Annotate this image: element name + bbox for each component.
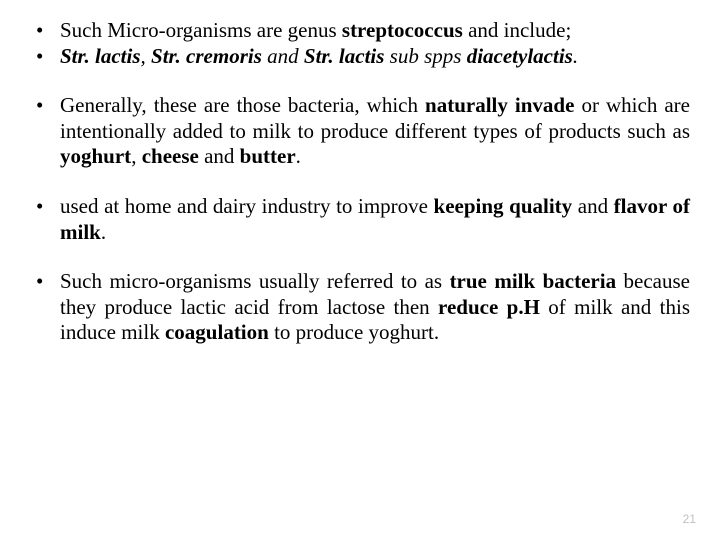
- bullet-5-b2: reduce p.H: [438, 295, 540, 319]
- bullet-3-b3: cheese: [142, 144, 199, 168]
- bullet-5-p4: to produce yoghurt.: [269, 320, 439, 344]
- bullet-2-end: .: [573, 44, 578, 68]
- bullet-5-b1: true milk bacteria: [450, 269, 617, 293]
- bullet-3-c1: ,: [131, 144, 142, 168]
- bullet-list: Such Micro-organisms are genus streptoco…: [30, 18, 690, 346]
- page-number: 21: [683, 512, 696, 526]
- bullet-4-b1: keeping quality: [434, 194, 573, 218]
- bullet-1-text-1: Such Micro-organisms are genus: [60, 18, 342, 42]
- bullet-2-c3: sub spps: [384, 44, 466, 68]
- bullet-3-p3: and: [199, 144, 240, 168]
- bullet-2-c1: ,: [141, 44, 152, 68]
- bullet-1-text-2: and include;: [463, 18, 571, 42]
- bullet-2: Str. lactis, Str. cremoris and Str. lact…: [30, 44, 690, 70]
- bullet-5-p1: Such micro-organisms usually referred to…: [60, 269, 450, 293]
- bullet-4: used at home and dairy industry to impro…: [30, 194, 690, 245]
- bullet-4-p2: and: [572, 194, 613, 218]
- bullet-5-b3: coagulation: [165, 320, 269, 344]
- bullet-3-p1: Generally, these are those bacteria, whi…: [60, 93, 425, 117]
- bullet-3-b4: butter: [240, 144, 296, 168]
- bullet-3: Generally, these are those bacteria, whi…: [30, 93, 690, 170]
- bullet-4-p1: used at home and dairy industry to impro…: [60, 194, 434, 218]
- bullet-2-sp2: Str. cremoris: [151, 44, 262, 68]
- slide: Such Micro-organisms are genus streptoco…: [0, 0, 720, 540]
- bullet-1-bold: streptococcus: [342, 18, 463, 42]
- bullet-2-sp3: Str. lactis: [304, 44, 385, 68]
- bullet-4-end: .: [101, 220, 106, 244]
- bullet-3-end: .: [296, 144, 301, 168]
- bullet-1: Such Micro-organisms are genus streptoco…: [30, 18, 690, 44]
- bullet-2-sp4: diacetylactis: [467, 44, 573, 68]
- bullet-3-b1: naturally invade: [425, 93, 574, 117]
- bullet-2-c2: and: [262, 44, 304, 68]
- bullet-2-sp1: Str. lactis: [60, 44, 141, 68]
- bullet-5: Such micro-organisms usually referred to…: [30, 269, 690, 346]
- bullet-3-b2: yoghurt: [60, 144, 131, 168]
